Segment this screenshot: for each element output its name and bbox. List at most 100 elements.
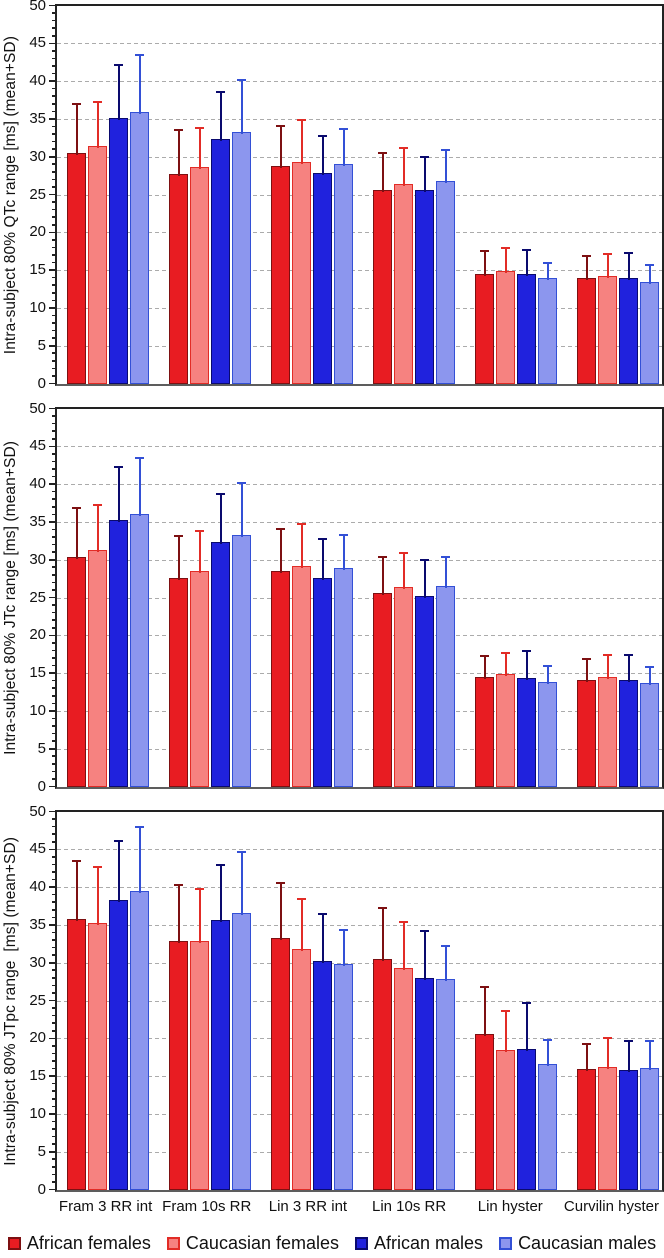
bar-slot [373,6,392,384]
y-major-tick [49,634,55,637]
y-tick-label: 20 [29,1029,46,1047]
error-bar-cap [297,523,306,526]
y-minor-tick [51,430,55,432]
y-minor-tick [51,65,55,67]
bar-caucasian-males [232,535,251,787]
error-bar-line [627,1040,630,1072]
error-bar-cap [135,456,144,459]
bar-caucasian-males [130,514,149,787]
y-tick-label: 5 [37,336,46,354]
y-tick-label: 10 [29,298,46,316]
error-bar-cap [216,90,225,93]
bar-group-lin-hyster [465,409,567,787]
bar-african-females [271,570,290,787]
bar-group-fram-10s-rr [159,6,261,384]
bar-african-males [415,977,434,1190]
y-tick-label: 25 [29,588,46,606]
y-minor-tick [51,604,55,606]
bar-slot [211,6,230,384]
bar-slot [292,6,311,384]
legend-entry-african-males: African males [355,1233,483,1254]
y-minor-tick [51,475,55,478]
bar-african-females [67,557,86,787]
bar-slot [436,812,455,1190]
y-minor-tick [51,528,55,531]
y-minor-tick [51,360,55,362]
error-bar-cap [195,529,204,532]
y-minor-tick [51,1007,55,1009]
y-minor-tick [51,931,55,934]
y-major-tick [49,672,55,674]
error-bar-line [546,664,549,684]
bar-slot [640,409,659,787]
error-bar-line [606,653,609,680]
error-bar-line [300,523,303,568]
error-bar-cap [237,850,246,853]
bar-clusters [57,812,662,1190]
bar-slot [640,6,659,384]
error-bar-line [300,898,303,951]
y-tick-label: 25 [29,991,46,1009]
y-minor-tick [51,916,55,919]
error-bar-line [402,920,405,970]
bar-slot [232,6,251,384]
y-tick-label: 50 [29,802,46,820]
error-bar-line [483,250,486,276]
y-minor-tick [51,1067,55,1070]
bar-slot [475,409,494,787]
bar-slot [334,812,353,1190]
y-minor-tick [51,148,55,150]
x-tick-label-curvilin-hyster: Curvilin hyster [563,1198,659,1215]
error-bar-line [585,658,588,683]
error-bar-cap [603,253,612,256]
error-bar-cap [276,124,285,127]
error-bar-line [279,882,282,940]
y-tick-label: 40 [29,878,46,896]
bar-slot [109,409,128,787]
y-minor-tick [51,732,55,735]
legend-label: African males [374,1232,484,1253]
y-minor-tick [51,95,55,98]
error-bar-cap [339,533,348,536]
error-bar-line [279,124,282,169]
error-bar-line [117,466,120,523]
y-minor-tick [51,34,55,37]
y-minor-tick [51,992,55,994]
y-tick-label: 0 [37,1180,46,1198]
bar-caucasian-females [394,967,413,1190]
error-bar-cap [522,650,531,653]
y-minor-tick [51,322,55,324]
bar-african-females [475,677,494,787]
gridline [57,635,662,637]
y-major-tick [49,521,55,523]
y-minor-tick [51,1105,55,1108]
y-major-tick [49,407,55,410]
y-axis: 0 5 10 15 20 25 30 35 40 45 50 [22,400,55,795]
error-bar-cap [72,507,81,510]
y-minor-tick [51,201,55,203]
error-bar-line [585,1042,588,1072]
bar-african-males [313,173,332,384]
error-bar-line [423,155,426,193]
y-axis-title-text: Intra-subject 80% QTc range [ms] (mean+S… [2,35,19,355]
error-bar-cap [318,134,327,137]
error-bar-cap [216,864,225,867]
bar-caucasian-males [232,132,251,384]
bar-african-females [577,680,596,787]
gridline [57,118,662,120]
error-bar-line [381,151,384,192]
gridline [57,887,662,889]
gridline [57,345,662,347]
y-major-tick [49,924,55,926]
y-minor-tick [51,566,55,569]
y-minor-tick [51,460,55,463]
y-major-tick [49,785,55,788]
bar-slot [517,6,536,384]
y-minor-tick [51,984,55,987]
gridline [57,962,662,964]
bar-slot [415,6,434,384]
error-bar-line [177,129,180,176]
y-tick-label: 45 [29,437,46,455]
bar-slot [373,812,392,1190]
